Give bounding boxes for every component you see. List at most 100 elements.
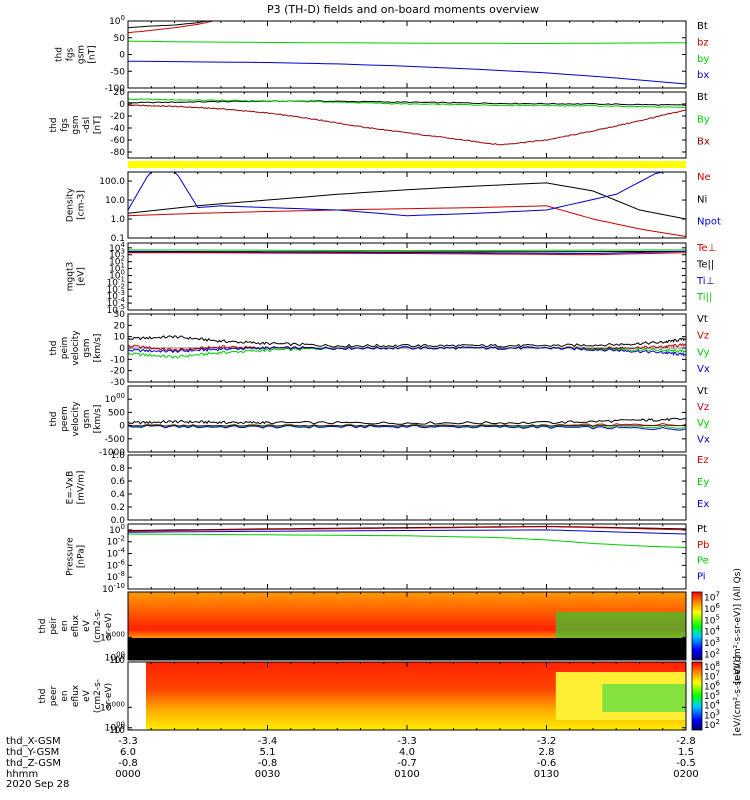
ytick-label: 1.0 [111, 451, 126, 461]
panel-frame [127, 20, 687, 89]
ylabel-pressure: Pressure [66, 537, 76, 576]
ylabel-peim_velocity: thd [49, 341, 59, 356]
series-fgs_gsm-bz [127, 20, 221, 34]
xaxis-tick-value: 0100 [394, 769, 419, 780]
ylabel-peer_spectrogram: thd [38, 689, 48, 704]
legend-peim_velocity-Vz: Vz [697, 331, 709, 342]
ylabel-peer_spectrogram: eV [82, 689, 92, 702]
ylabel-peer_spectrogram: en [60, 690, 70, 701]
legend-fgs_gsm-bx: bx [697, 70, 709, 81]
series-fgs_gsm_dsl-By [127, 98, 687, 109]
ytick-label: 103 [109, 248, 125, 261]
ylabel-peem_velocity: velocity [71, 401, 81, 437]
series-fgs_gsm_dsl-Bx [127, 104, 687, 146]
ylabel-fgs_gsm_dsl: gsm [71, 115, 81, 134]
ylabel-mgqt3: mgqt3 [66, 262, 76, 291]
series-fgs_gsm-by [127, 40, 687, 44]
ytick-label: 20 [114, 321, 126, 331]
ylabel-peem_velocity: [km/s] [93, 405, 103, 434]
ytick-label: 10000 [100, 700, 125, 713]
ytick-label: 101 [109, 262, 125, 275]
ytick-label: 10 [114, 726, 126, 736]
ylabel-peer_spectrogram: sr-eV) [104, 683, 114, 709]
ytick-label: 50 [114, 34, 126, 44]
colorbar-tick-label: 105 [704, 613, 720, 626]
ytick-label: -20 [110, 367, 125, 377]
ytick-label: 1000 [105, 651, 125, 664]
colorbar-tick-label: 104 [704, 699, 720, 712]
series-mgqt3-Ti|| [127, 249, 687, 252]
series-mgqt3-Te|| [127, 250, 687, 253]
colorbar-label: [eV/(cm²-s-sr-eV)] [733, 656, 743, 736]
xaxis-tick-value: -3.3 [397, 736, 417, 747]
ylabel-peir_spectrogram: sr-eV) [104, 613, 114, 639]
ytick-label: -30 [110, 378, 125, 388]
colorbar [691, 591, 703, 661]
colorbar-tick-label: 105 [704, 689, 720, 702]
legend-density-Ni: Ni [697, 194, 707, 205]
ytick-label: 100 [109, 723, 125, 736]
series-pressure-Pe [127, 533, 687, 549]
ytick-label: 10-4 [107, 296, 126, 309]
ylabel-fgs_gsm_dsl: -dsl [82, 117, 92, 133]
ytick-label: 20 [114, 88, 126, 98]
ylabel-fgs_gsm: gsm [77, 45, 87, 64]
ytick-label: -20 [110, 112, 125, 122]
xaxis-tick-value: -3.2 [537, 736, 557, 747]
series-density-Ni [127, 182, 687, 220]
ytick-label: 100 [109, 523, 125, 536]
panel-frame [127, 385, 687, 453]
ytick-label: 10-6 [107, 558, 126, 571]
ylabel-fgs_gsm_dsl: [nT] [93, 116, 103, 134]
legend-pressure-Pb: Pb [697, 540, 709, 551]
ytick-label: 10-3 [107, 289, 125, 302]
legend-peim_velocity-Vt: Vt [697, 314, 708, 325]
ylabel-peer_spectrogram: peer [49, 685, 59, 706]
ytick-label: 10 [114, 656, 126, 666]
ylabel-peim_velocity: velocity [71, 330, 81, 366]
colorbar-tick-label: 104 [704, 625, 720, 638]
colorbar-tick-label: 106 [704, 679, 720, 692]
xaxis-tick-value: -2.8 [676, 736, 696, 747]
date-label: 2020 Sep 28 [6, 779, 69, 790]
ytick-label: 0.4 [111, 490, 126, 500]
ylabel-peim_velocity: [km/s] [93, 334, 103, 363]
plot-title: P3 (TH-D) fields and on-board moments ov… [267, 3, 539, 16]
ytick-label: 100.0 [99, 177, 125, 187]
ytick-label: 10-8 [107, 570, 125, 583]
ylabel-peem_velocity: thd [49, 412, 59, 427]
xaxis-tick-value: -3.3 [118, 736, 138, 747]
colorbar-label: [eV/(cm²-s-sr-eV)] (All Qs) [733, 568, 743, 684]
x-axis: thd_X-GSMthd_Y-GSMthd_Z-GSMhhmm-3.36.0-0… [6, 736, 699, 780]
ytick-label: 10000 [100, 630, 125, 643]
colorbar-tick-label: 103 [704, 636, 720, 649]
xaxis-tick-value: -3.4 [258, 736, 278, 747]
ylabel-peir_spectrogram: peir [49, 617, 59, 635]
xaxis-tick-value: -0.8 [258, 758, 278, 769]
legend-e_field-Ex: Ex [697, 499, 709, 510]
series-peem_velocity-Vy [127, 424, 687, 429]
legend-mgqt3-Te||: Te|| [696, 259, 714, 270]
legend-e_field-Ey: Ey [697, 477, 709, 488]
ytick-label: 100 [109, 653, 125, 666]
series-pressure-Pb [127, 526, 687, 532]
legend-peem_velocity-Vz: Vz [697, 402, 709, 413]
ytick-label: -100 [105, 84, 126, 94]
xaxis-tick-value: 5.1 [260, 747, 276, 758]
series-peim_velocity-Vx [127, 345, 687, 357]
ytick-label: -50 [110, 67, 125, 77]
legend-fgs_gsm-Bt: Bt [697, 21, 708, 32]
xaxis-tick-value: 1.5 [678, 747, 694, 758]
panel-frame [127, 454, 687, 521]
xaxis-tick-value: 0200 [673, 769, 698, 780]
status-bar [128, 161, 686, 168]
ylabel-peem_velocity: peem [60, 406, 70, 432]
ylabel-e_field: E=-VxB [66, 471, 76, 505]
spectrogram-green-region [555, 612, 686, 638]
ytick-label: -60 [110, 136, 125, 146]
ytick-label: 10-4 [107, 547, 126, 560]
ylabel-density: Density [66, 187, 76, 222]
colorbar-tick-label: 107 [704, 591, 720, 604]
xaxis-tick-value: -0.5 [676, 758, 696, 769]
